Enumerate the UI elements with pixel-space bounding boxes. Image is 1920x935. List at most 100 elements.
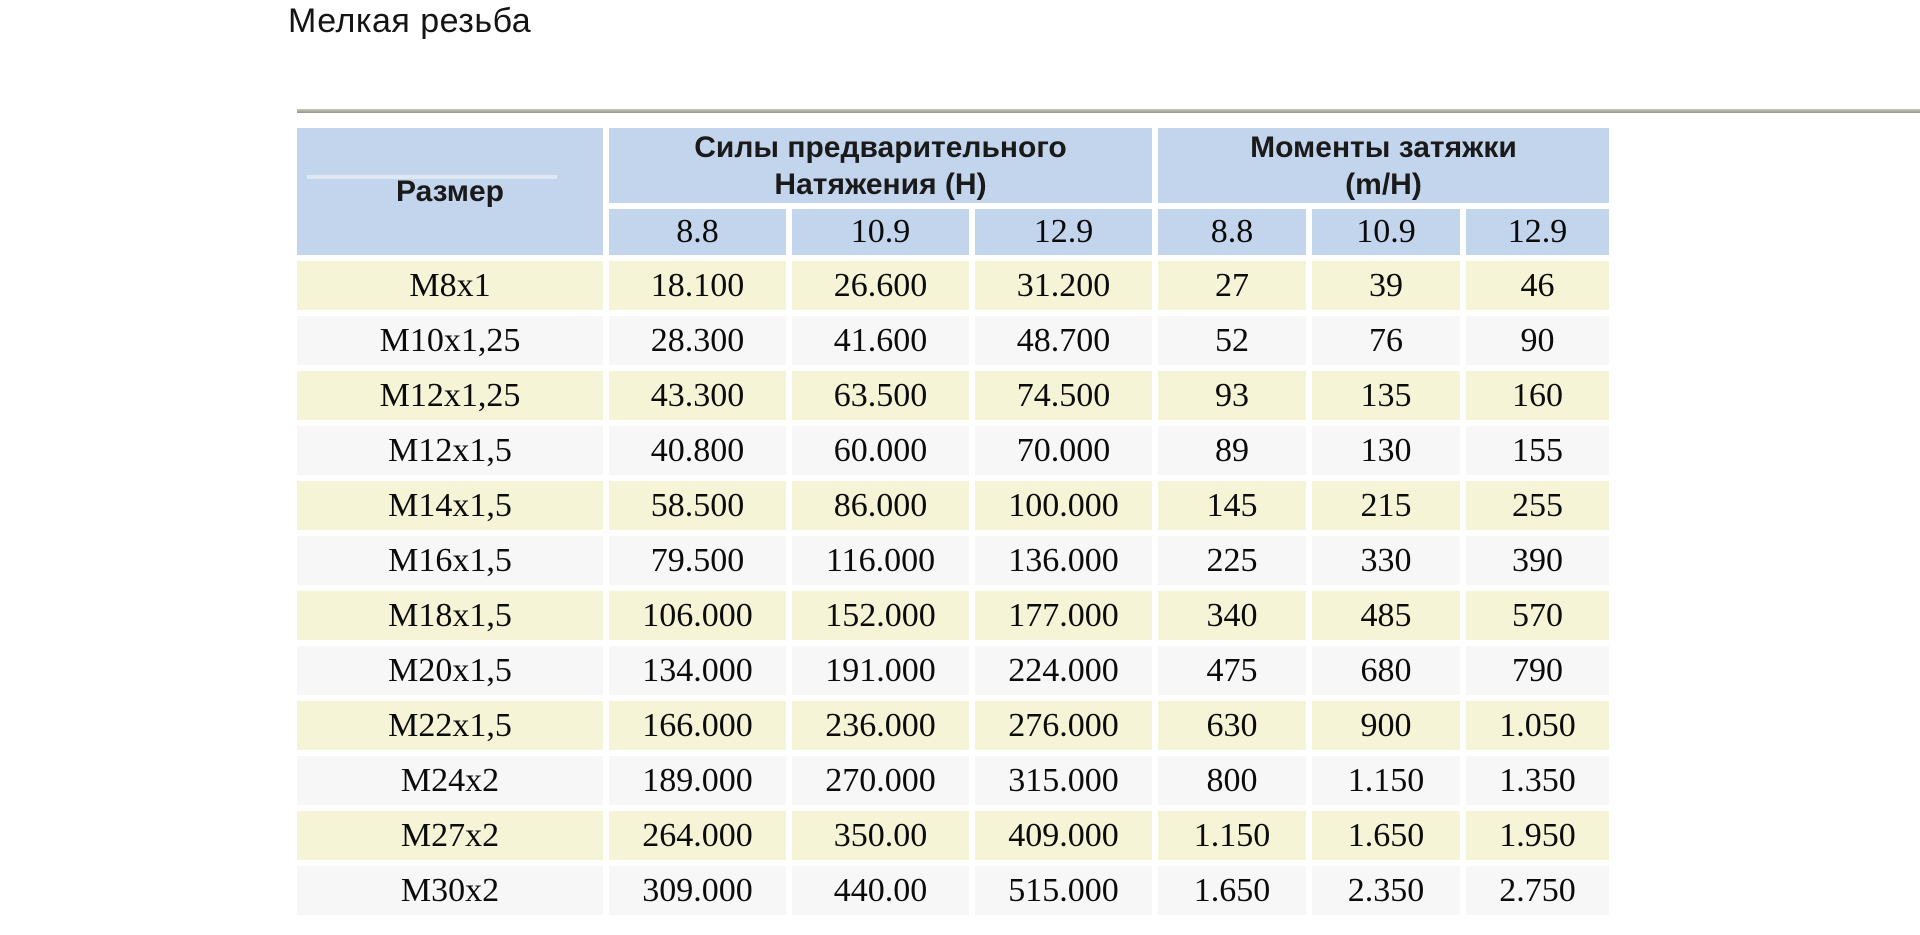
value-cell: 276.000 [975, 701, 1152, 750]
row-size-cell: M20x1,5 [297, 646, 603, 695]
row-size-cell: M10x1,25 [297, 316, 603, 365]
value-cell: 225 [1158, 536, 1306, 585]
table-row: M12x1,25 43.300 63.500 74.500 93 135 160 [297, 371, 1609, 420]
row-size-cell: M24x2 [297, 756, 603, 805]
value-cell: 31.200 [975, 261, 1152, 310]
value-cell: 191.000 [792, 646, 969, 695]
value-cell: 100.000 [975, 481, 1152, 530]
group-header-line: Натяжения (Н) [774, 167, 987, 201]
group-header-line: (m/H) [1345, 167, 1422, 201]
table-row: M16x1,5 79.500 116.000 136.000 225 330 390 [297, 536, 1609, 585]
value-cell: 177.000 [975, 591, 1152, 640]
table-row: M24x2 189.000 270.000 315.000 800 1.150 1.350 [297, 756, 1609, 805]
value-cell: 1.650 [1158, 866, 1306, 915]
row-size-cell: M30x2 [297, 866, 603, 915]
class-header: 12.9 [1466, 209, 1609, 255]
row-size-cell: M14x1,5 [297, 481, 603, 530]
value-cell: 160 [1466, 371, 1609, 420]
class-header: 8.8 [609, 209, 786, 255]
value-cell: 134.000 [609, 646, 786, 695]
value-cell: 255 [1466, 481, 1609, 530]
value-cell: 330 [1312, 536, 1460, 585]
value-cell: 40.800 [609, 426, 786, 475]
value-cell: 145 [1158, 481, 1306, 530]
row-size-cell: M27x2 [297, 811, 603, 860]
header-class-row: 8.8 10.9 12.9 8.8 10.9 12.9 [297, 209, 1609, 255]
value-cell: 680 [1312, 646, 1460, 695]
value-cell: 1.150 [1158, 811, 1306, 860]
value-cell: 309.000 [609, 866, 786, 915]
value-cell: 350.00 [792, 811, 969, 860]
value-cell: 48.700 [975, 316, 1152, 365]
value-cell: 315.000 [975, 756, 1152, 805]
value-cell: 116.000 [792, 536, 969, 585]
header-group-row: Размер Силы предварительного Натяжения (… [297, 128, 1609, 255]
table-row: M27x2 264.000 350.00 409.000 1.150 1.650 1.950 [297, 811, 1609, 860]
group-header-line: Моменты затяжки [1250, 130, 1517, 164]
row-size-cell: M12x1,25 [297, 371, 603, 420]
table-row: M8x1 18.100 26.600 31.200 27 39 46 [297, 261, 1609, 310]
group-header-tightening-torques: Моменты затяжки (m/H) [1158, 128, 1609, 203]
page-title: Мелкая резьба [288, 2, 532, 40]
value-cell: 26.600 [792, 261, 969, 310]
value-cell: 1.150 [1312, 756, 1460, 805]
value-cell: 86.000 [792, 481, 969, 530]
column-header-size-label: Размер [395, 175, 505, 208]
value-cell: 89 [1158, 426, 1306, 475]
value-cell: 440.00 [792, 866, 969, 915]
value-cell: 409.000 [975, 811, 1152, 860]
value-cell: 800 [1158, 756, 1306, 805]
class-header: 8.8 [1158, 209, 1306, 255]
value-cell: 90 [1466, 316, 1609, 365]
value-cell: 475 [1158, 646, 1306, 695]
row-size-cell: M12x1,5 [297, 426, 603, 475]
value-cell: 135 [1312, 371, 1460, 420]
value-cell: 390 [1466, 536, 1609, 585]
value-cell: 900 [1312, 701, 1460, 750]
value-cell: 340 [1158, 591, 1306, 640]
value-cell: 60.000 [792, 426, 969, 475]
class-header: 12.9 [975, 209, 1152, 255]
value-cell: 136.000 [975, 536, 1152, 585]
table-row: M30x2 309.000 440.00 515.000 1.650 2.350 2.750 [297, 866, 1609, 915]
value-cell: 27 [1158, 261, 1306, 310]
table-row: M10x1,25 28.300 41.600 48.700 52 76 90 [297, 316, 1609, 365]
value-cell: 570 [1466, 591, 1609, 640]
row-size-cell: M16x1,5 [297, 536, 603, 585]
value-cell: 28.300 [609, 316, 786, 365]
row-size-cell: M22x1,5 [297, 701, 603, 750]
value-cell: 224.000 [975, 646, 1152, 695]
value-cell: 630 [1158, 701, 1306, 750]
value-cell: 155 [1466, 426, 1609, 475]
column-header-size: Размер [297, 128, 603, 255]
table-row: M14x1,5 58.500 86.000 100.000 145 215 255 [297, 481, 1609, 530]
value-cell: 41.600 [792, 316, 969, 365]
value-cell: 189.000 [609, 756, 786, 805]
value-cell: 1.050 [1466, 701, 1609, 750]
value-cell: 43.300 [609, 371, 786, 420]
row-size-cell: M18x1,5 [297, 591, 603, 640]
class-header: 10.9 [792, 209, 969, 255]
value-cell: 270.000 [792, 756, 969, 805]
value-cell: 2.750 [1466, 866, 1609, 915]
value-cell: 79.500 [609, 536, 786, 585]
class-header: 10.9 [1312, 209, 1460, 255]
value-cell: 1.650 [1312, 811, 1460, 860]
value-cell: 264.000 [609, 811, 786, 860]
value-cell: 106.000 [609, 591, 786, 640]
group-header-preload-forces: Силы предварительного Натяжения (Н) [609, 128, 1152, 203]
group-header-line: Силы предварительного [694, 130, 1067, 164]
value-cell: 74.500 [975, 371, 1152, 420]
value-cell: 39 [1312, 261, 1460, 310]
row-size-cell: M8x1 [297, 261, 603, 310]
value-cell: 236.000 [792, 701, 969, 750]
table-row: M22x1,5 166.000 236.000 276.000 630 900 1.050 [297, 701, 1609, 750]
value-cell: 166.000 [609, 701, 786, 750]
horizontal-divider [297, 109, 1920, 113]
torque-table: Размер Силы предварительного Натяжения (… [291, 122, 1615, 921]
value-cell: 515.000 [975, 866, 1152, 915]
table-row: M12x1,5 40.800 60.000 70.000 89 130 155 [297, 426, 1609, 475]
value-cell: 1.950 [1466, 811, 1609, 860]
value-cell: 18.100 [609, 261, 786, 310]
